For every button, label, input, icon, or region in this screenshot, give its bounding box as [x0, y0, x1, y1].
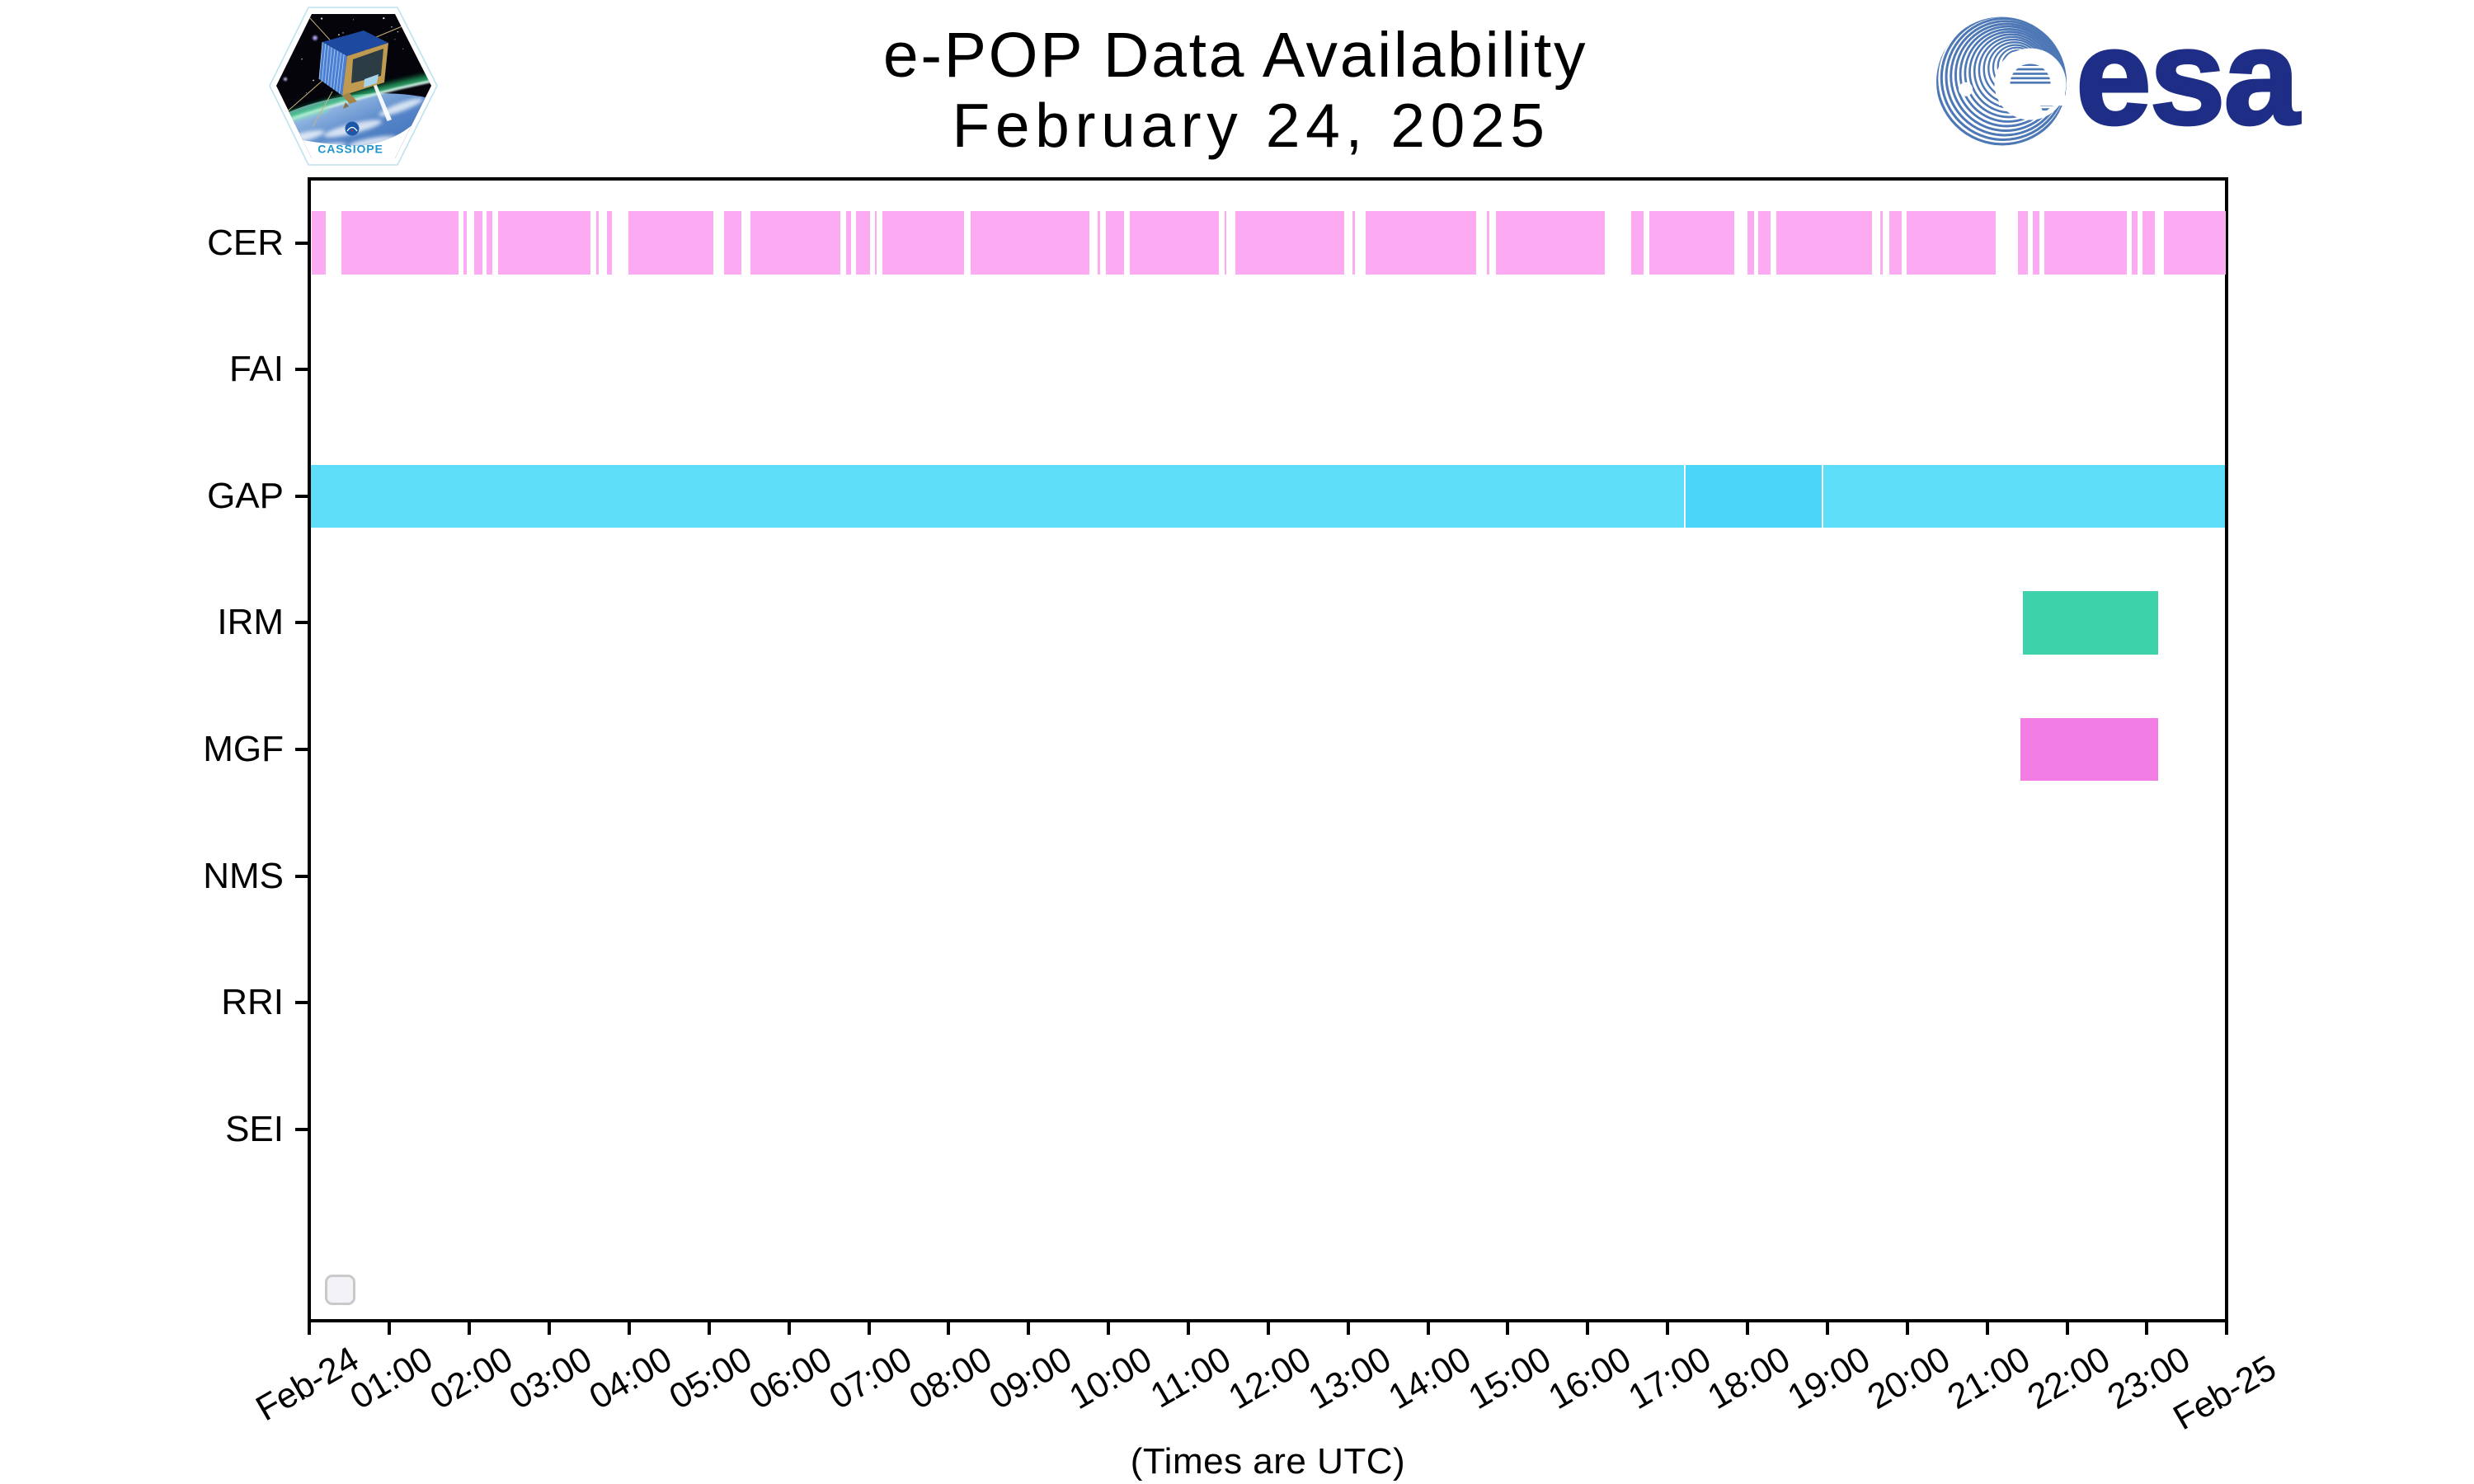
- svg-text:CASSIOPE: CASSIOPE: [317, 143, 383, 156]
- svg-text:esa: esa: [2076, 1, 2301, 153]
